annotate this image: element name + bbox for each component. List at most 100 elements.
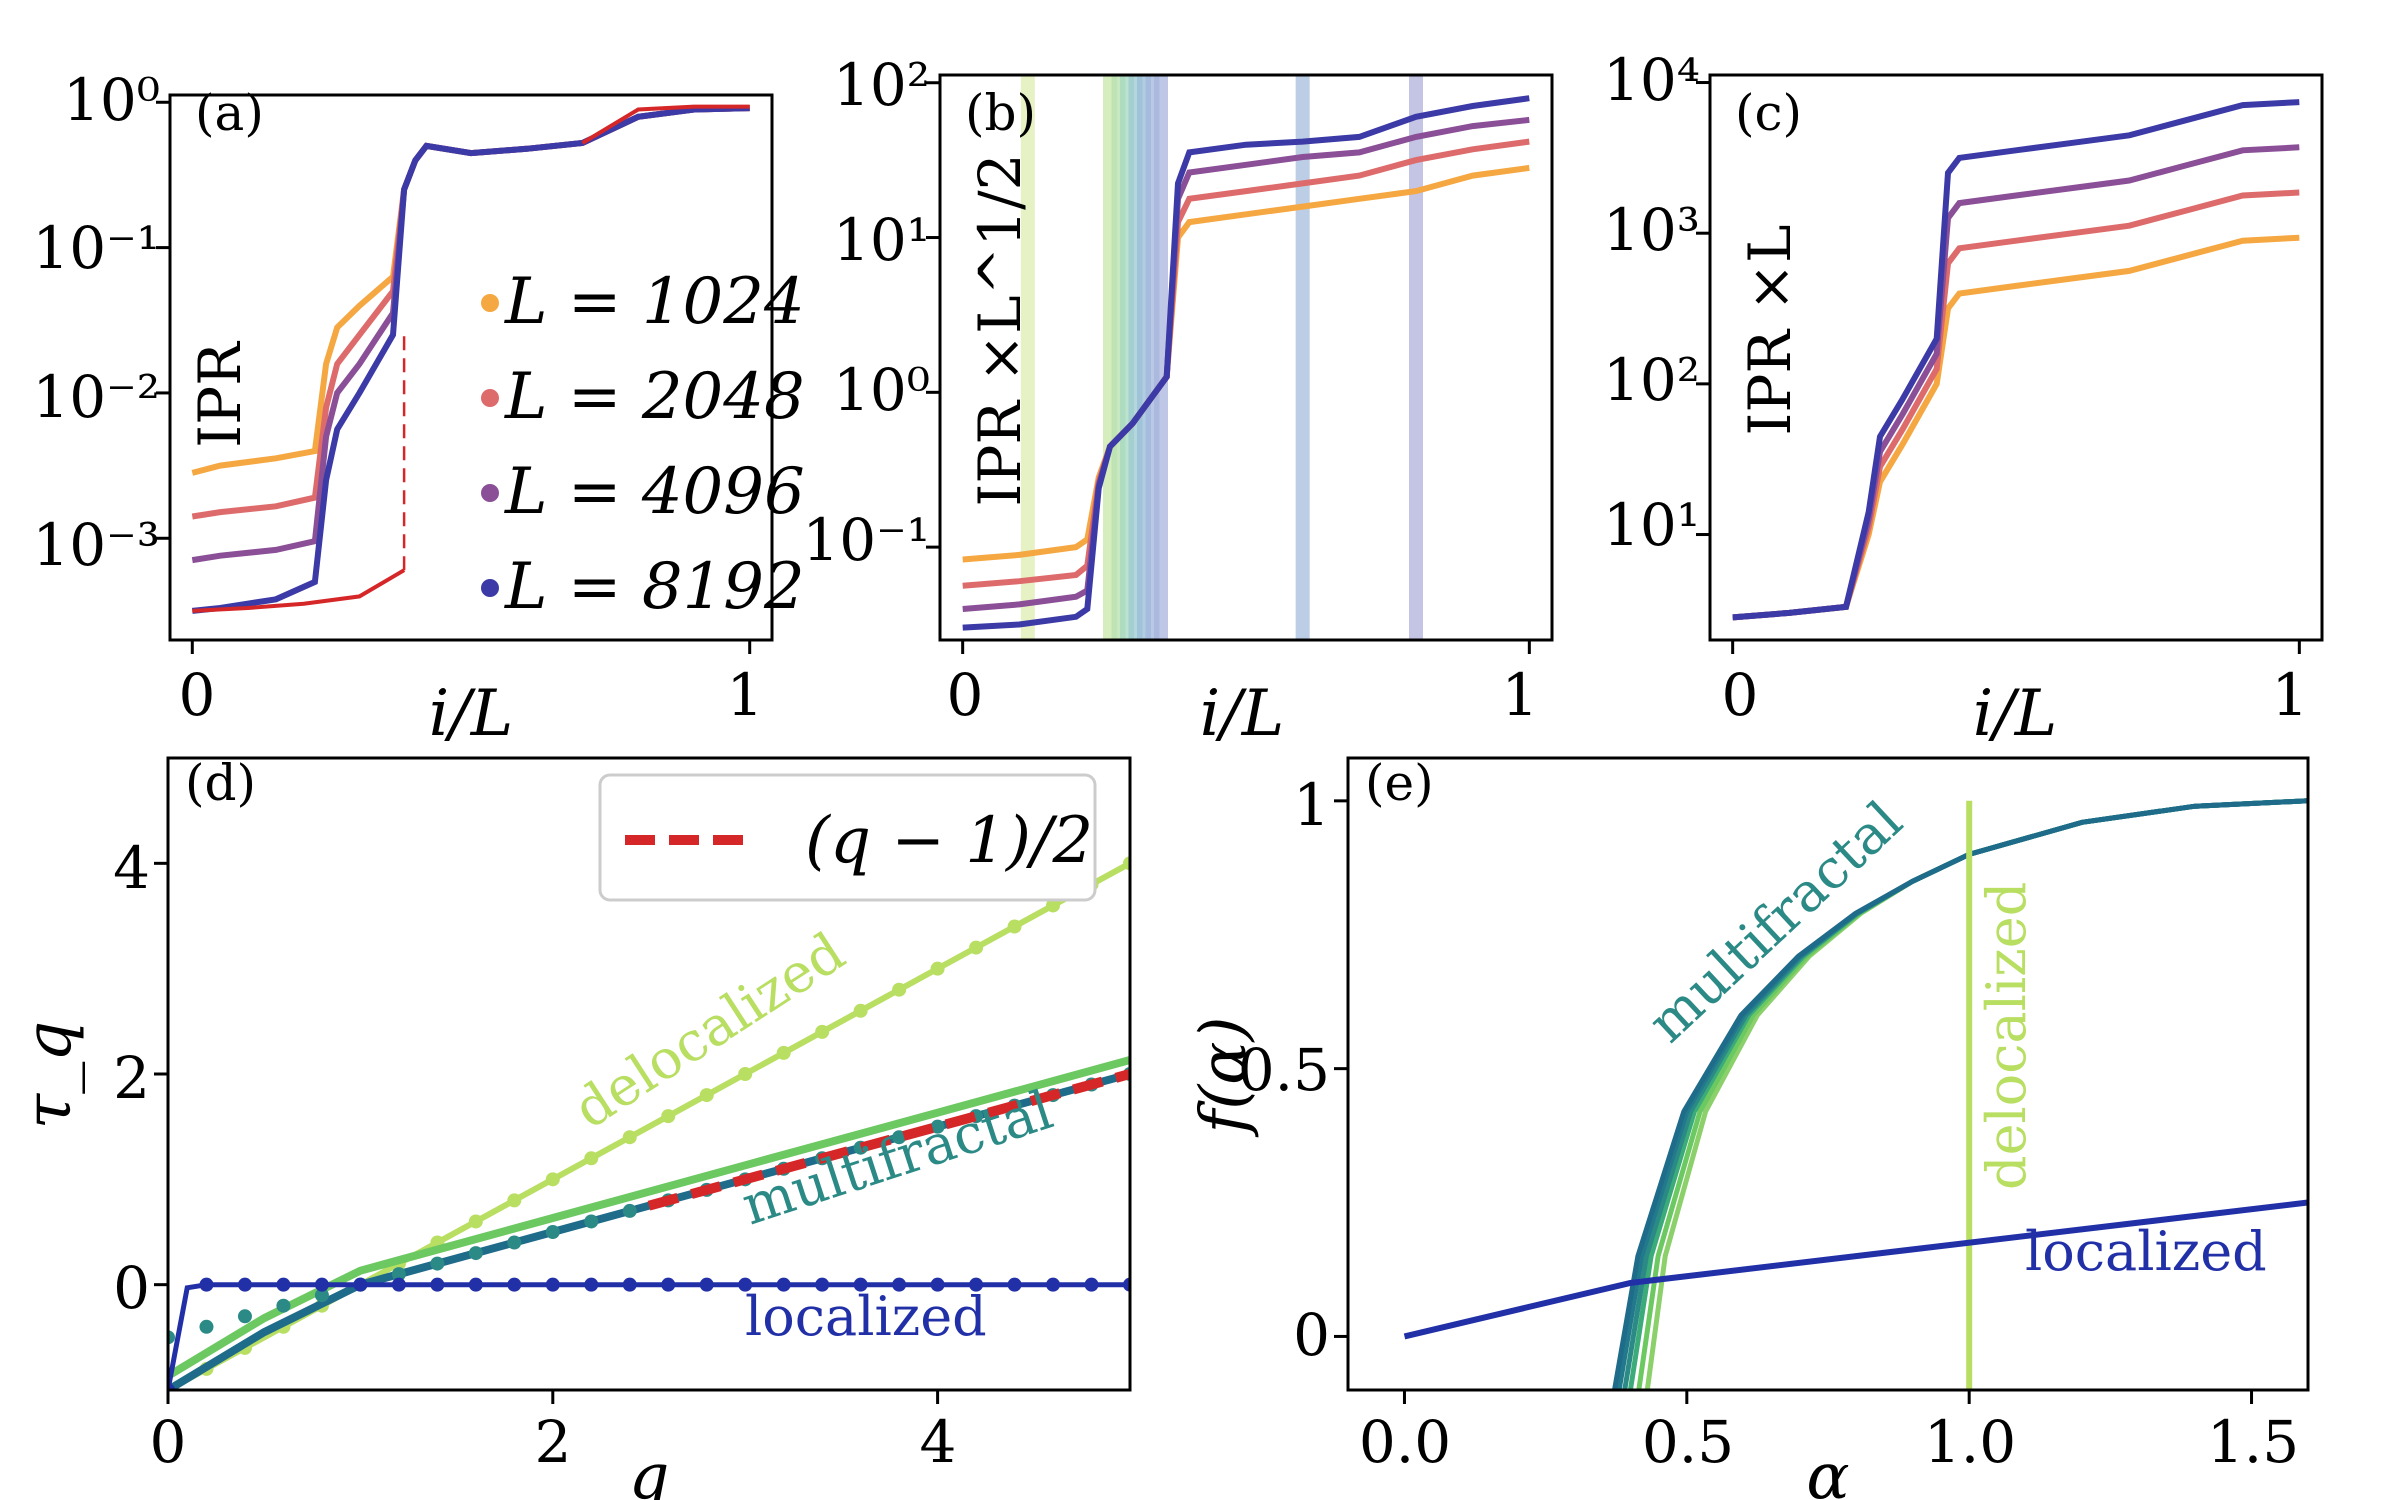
band — [1020, 75, 1035, 640]
marker — [168, 1330, 175, 1345]
band — [1154, 75, 1168, 640]
panel-c-label: (c) — [1735, 84, 1802, 142]
panel-b-frame — [938, 73, 1554, 642]
panel-b: 10⁻¹ 10⁰ 10¹ 10² 0 1 i/L IPR ×L^1/2 (b) — [802, 51, 1554, 751]
panel-c-series-2048 — [1732, 189, 2300, 621]
panel-d: 0 2 4 0 2 4 q τ_q (d) (q − 1)/2 delocali… — [12, 754, 1132, 1500]
panel-e-ytick-1: 0.5 — [1238, 1036, 1330, 1104]
legend-label-8192: L = 8192 — [504, 550, 805, 624]
panel-d-ytick-1: 2 — [113, 1044, 150, 1112]
panel-d-localized-markers — [168, 1277, 1130, 1390]
panel-a-ytick-0: 10⁻³ — [32, 511, 160, 579]
marker — [507, 1193, 522, 1208]
panel-e-ylabel: f(α) — [1187, 1017, 1261, 1138]
marker — [168, 1383, 175, 1390]
panel-d-series-multifractal-green — [168, 1056, 1130, 1380]
panel-d-legend-label: (q − 1)/2 — [805, 804, 1093, 878]
marker — [237, 1277, 252, 1292]
panel-e-ytick-2: 1 — [1293, 771, 1330, 839]
marker — [969, 940, 984, 955]
marker — [276, 1277, 291, 1292]
marker — [314, 1277, 329, 1292]
panel-e-series-multifractal-5 — [1616, 798, 2308, 1390]
panel-a-xlabel: i/L — [429, 677, 514, 751]
panel-a: 10⁻³ 10⁻² 10⁻¹ 10⁰ 0 1 i/L IPR (a) L = 1… — [32, 66, 804, 751]
panel-e-annotation-multifractal: multifractal — [1636, 789, 1914, 1054]
panel-c-ytick-1: 10² — [1603, 346, 1700, 414]
panel-a-ticks — [156, 100, 752, 654]
marker — [391, 1267, 406, 1282]
panel-d-ytick-2: 4 — [113, 834, 150, 902]
panel-e-frame — [1346, 756, 2310, 1392]
marker — [699, 1277, 714, 1292]
panel-d-xtick-0: 0 — [150, 1408, 187, 1476]
panel-b-series-8192 — [962, 95, 1530, 631]
panel-e-ytick-0: 0 — [1293, 1301, 1330, 1369]
panel-a-label: (a) — [195, 84, 264, 142]
panel-b-label: (b) — [965, 84, 1036, 142]
panel-d-annotation-delocalized: delocalized — [563, 920, 856, 1141]
panel-e-xtick-0: 0.0 — [1359, 1408, 1451, 1476]
panel-c: 10¹ 10² 10³ 10⁴ 0 1 i/L IPR ×L (c) — [1603, 46, 2324, 751]
panel-b-xtick-1: 1 — [1502, 661, 1539, 729]
marker — [199, 1319, 214, 1334]
marker — [507, 1277, 522, 1292]
marker — [468, 1277, 483, 1292]
marker — [738, 1277, 753, 1292]
panel-c-xlabel: i/L — [1973, 677, 2058, 751]
panel-e: 0 0.5 1 0.0 0.5 1.0 1.5 α f(α) (e) multi… — [1187, 754, 2310, 1500]
panel-a-ytick-1: 10⁻² — [32, 363, 160, 431]
marker — [661, 1277, 676, 1292]
marker — [930, 1277, 945, 1292]
panel-c-frame — [1708, 73, 2324, 642]
marker — [815, 1024, 830, 1039]
panel-b-xtick-0: 0 — [947, 661, 984, 729]
panel-c-lines — [1732, 99, 2300, 621]
marker — [853, 1003, 868, 1018]
marker — [1084, 1277, 1099, 1292]
panel-e-ticks — [1334, 799, 2254, 1404]
marker — [930, 1119, 945, 1134]
panel-d-ytick-0: 0 — [113, 1254, 150, 1322]
panel-a-series-single — [192, 568, 406, 613]
marker — [776, 1277, 791, 1292]
marker — [584, 1277, 599, 1292]
marker — [584, 1214, 599, 1229]
panel-b-ylabel: IPR ×L^1/2 — [966, 153, 1034, 506]
marker — [1007, 1277, 1022, 1292]
panel-c-xtick-0: 0 — [1722, 661, 1759, 729]
panel-b-series-2048 — [962, 138, 1530, 589]
panel-b-lines — [962, 95, 1530, 631]
panel-b-ytick-0: 10⁻¹ — [802, 506, 930, 574]
marker — [1007, 919, 1022, 934]
marker — [391, 1277, 406, 1292]
panel-c-ylabel: IPR ×L — [1736, 224, 1804, 435]
panel-b-series-1024 — [962, 164, 1530, 563]
panel-e-series-multifractal-2 — [1636, 798, 2308, 1390]
panel-d-ylabel: τ_q — [12, 1021, 86, 1129]
panel-d-annotation-localized: localized — [745, 1285, 987, 1348]
marker — [815, 1277, 830, 1292]
marker — [276, 1298, 291, 1313]
panel-e-xtick-1: 0.5 — [1642, 1408, 1734, 1476]
panel-a-frame — [168, 93, 774, 642]
marker — [930, 961, 945, 976]
panel-b-xlabel: i/L — [1200, 677, 1285, 751]
panel-b-ytick-1: 10⁰ — [833, 356, 930, 424]
panel-e-xtick-2: 1.0 — [1924, 1408, 2016, 1476]
marker — [622, 1277, 637, 1292]
marker — [853, 1277, 868, 1292]
marker — [1123, 856, 1130, 871]
panel-c-series-1024 — [1732, 234, 2300, 621]
marker — [584, 1151, 599, 1166]
marker — [1046, 1277, 1061, 1292]
panel-b-ytick-3: 10² — [833, 51, 930, 119]
marker — [545, 1172, 560, 1187]
panel-d-lines — [168, 856, 1130, 1390]
panel-a-ylabel: IPR — [186, 340, 254, 448]
marker — [892, 1277, 907, 1292]
marker — [199, 1277, 214, 1292]
panel-d-xtick-1: 2 — [535, 1408, 572, 1476]
legend-label-4096: L = 4096 — [504, 455, 805, 529]
